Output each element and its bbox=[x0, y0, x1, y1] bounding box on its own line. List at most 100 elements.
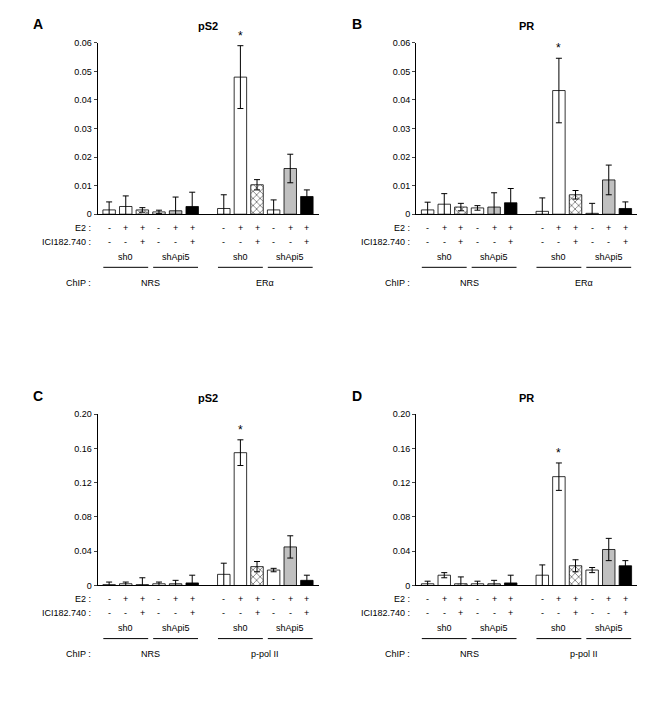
svg-text:shApi5: shApi5 bbox=[162, 623, 190, 633]
svg-text:-: - bbox=[157, 594, 160, 604]
svg-text:+: + bbox=[190, 608, 195, 618]
svg-text:+: + bbox=[173, 594, 178, 604]
svg-text:+: + bbox=[304, 223, 309, 233]
svg-text:+: + bbox=[238, 223, 243, 233]
svg-text:-: - bbox=[607, 237, 610, 247]
svg-text:sh0: sh0 bbox=[118, 252, 133, 262]
svg-text:shApi5: shApi5 bbox=[480, 252, 508, 262]
svg-text:shApi5: shApi5 bbox=[276, 252, 304, 262]
svg-text:+: + bbox=[190, 223, 195, 233]
svg-text:+: + bbox=[288, 594, 293, 604]
svg-text:0.05: 0.05 bbox=[74, 67, 92, 77]
svg-text:0.01: 0.01 bbox=[74, 181, 92, 191]
svg-text:+: + bbox=[304, 594, 309, 604]
svg-text:ICI182.740 :: ICI182.740 : bbox=[42, 237, 91, 247]
svg-text:+: + bbox=[123, 594, 128, 604]
svg-text:0.04: 0.04 bbox=[393, 95, 411, 105]
svg-text:-: - bbox=[426, 608, 429, 618]
svg-text:*: * bbox=[556, 41, 561, 55]
svg-text:ICI182.740 :: ICI182.740 : bbox=[361, 237, 410, 247]
svg-text:+: + bbox=[573, 594, 578, 604]
svg-text:sh0: sh0 bbox=[437, 252, 452, 262]
svg-text:-: - bbox=[222, 237, 225, 247]
svg-text:+: + bbox=[623, 223, 628, 233]
svg-text:sh0: sh0 bbox=[551, 623, 566, 633]
svg-text:-: - bbox=[108, 594, 111, 604]
svg-text:sh0: sh0 bbox=[551, 252, 566, 262]
svg-text:0: 0 bbox=[87, 581, 92, 591]
svg-text:p-pol II: p-pol II bbox=[570, 649, 598, 659]
svg-text:shApi5: shApi5 bbox=[162, 252, 190, 262]
svg-text:+: + bbox=[573, 608, 578, 618]
svg-text:ChIP :: ChIP : bbox=[385, 649, 410, 659]
svg-text:-: - bbox=[591, 223, 594, 233]
svg-text:D: D bbox=[352, 388, 362, 404]
svg-text:0.08: 0.08 bbox=[393, 512, 411, 522]
svg-text:ICI182.740 :: ICI182.740 : bbox=[361, 608, 410, 618]
svg-text:-: - bbox=[476, 594, 479, 604]
svg-text:0.20: 0.20 bbox=[74, 409, 92, 419]
svg-text:+: + bbox=[458, 223, 463, 233]
svg-text:-: - bbox=[289, 237, 292, 247]
svg-text:ERα: ERα bbox=[575, 278, 593, 288]
svg-text:-: - bbox=[157, 608, 160, 618]
svg-text:0: 0 bbox=[405, 581, 410, 591]
svg-text:-: - bbox=[443, 237, 446, 247]
svg-text:-: - bbox=[239, 608, 242, 618]
svg-text:E2 :: E2 : bbox=[75, 594, 91, 604]
svg-text:+: + bbox=[442, 594, 447, 604]
svg-text:-: - bbox=[157, 223, 160, 233]
svg-text:+: + bbox=[238, 594, 243, 604]
svg-text:0.06: 0.06 bbox=[393, 38, 411, 48]
svg-text:-: - bbox=[591, 237, 594, 247]
svg-text:-: - bbox=[541, 223, 544, 233]
svg-text:ChIP :: ChIP : bbox=[66, 649, 91, 659]
svg-text:*: * bbox=[556, 446, 561, 460]
svg-text:-: - bbox=[222, 594, 225, 604]
svg-text:+: + bbox=[556, 594, 561, 604]
svg-text:0.04: 0.04 bbox=[74, 95, 92, 105]
svg-text:+: + bbox=[573, 223, 578, 233]
svg-text:-: - bbox=[493, 608, 496, 618]
svg-text:-: - bbox=[591, 594, 594, 604]
svg-text:+: + bbox=[458, 237, 463, 247]
svg-text:shApi5: shApi5 bbox=[595, 252, 623, 262]
svg-text:+: + bbox=[288, 223, 293, 233]
svg-text:-: - bbox=[541, 594, 544, 604]
svg-text:+: + bbox=[508, 608, 513, 618]
svg-text:-: - bbox=[557, 237, 560, 247]
svg-text:-: - bbox=[239, 237, 242, 247]
svg-text:PR: PR bbox=[519, 20, 534, 32]
svg-text:+: + bbox=[508, 237, 513, 247]
svg-text:-: - bbox=[272, 237, 275, 247]
svg-text:+: + bbox=[458, 594, 463, 604]
svg-text:-: - bbox=[222, 608, 225, 618]
svg-text:shApi5: shApi5 bbox=[276, 623, 304, 633]
svg-text:+: + bbox=[442, 223, 447, 233]
svg-text:+: + bbox=[255, 223, 260, 233]
svg-text:-: - bbox=[157, 237, 160, 247]
svg-text:0.16: 0.16 bbox=[393, 444, 411, 454]
svg-text:-: - bbox=[541, 237, 544, 247]
svg-text:+: + bbox=[140, 237, 145, 247]
svg-text:-: - bbox=[124, 237, 127, 247]
svg-text:0.16: 0.16 bbox=[74, 444, 92, 454]
svg-text:+: + bbox=[492, 594, 497, 604]
svg-text:sh0: sh0 bbox=[437, 623, 452, 633]
svg-text:ChIP :: ChIP : bbox=[66, 278, 91, 288]
svg-text:-: - bbox=[272, 594, 275, 604]
svg-text:p-pol II: p-pol II bbox=[251, 649, 279, 659]
svg-text:ERα: ERα bbox=[256, 278, 274, 288]
svg-text:0.02: 0.02 bbox=[74, 152, 92, 162]
svg-text:NRS: NRS bbox=[460, 649, 479, 659]
svg-text:0.05: 0.05 bbox=[393, 67, 411, 77]
svg-text:0.12: 0.12 bbox=[393, 478, 411, 488]
svg-text:+: + bbox=[492, 223, 497, 233]
svg-text:ChIP :: ChIP : bbox=[385, 278, 410, 288]
svg-text:-: - bbox=[493, 237, 496, 247]
svg-text:sh0: sh0 bbox=[233, 623, 248, 633]
svg-text:0.20: 0.20 bbox=[393, 409, 411, 419]
svg-text:NRS: NRS bbox=[460, 278, 479, 288]
svg-text:+: + bbox=[304, 237, 309, 247]
svg-text:-: - bbox=[426, 594, 429, 604]
